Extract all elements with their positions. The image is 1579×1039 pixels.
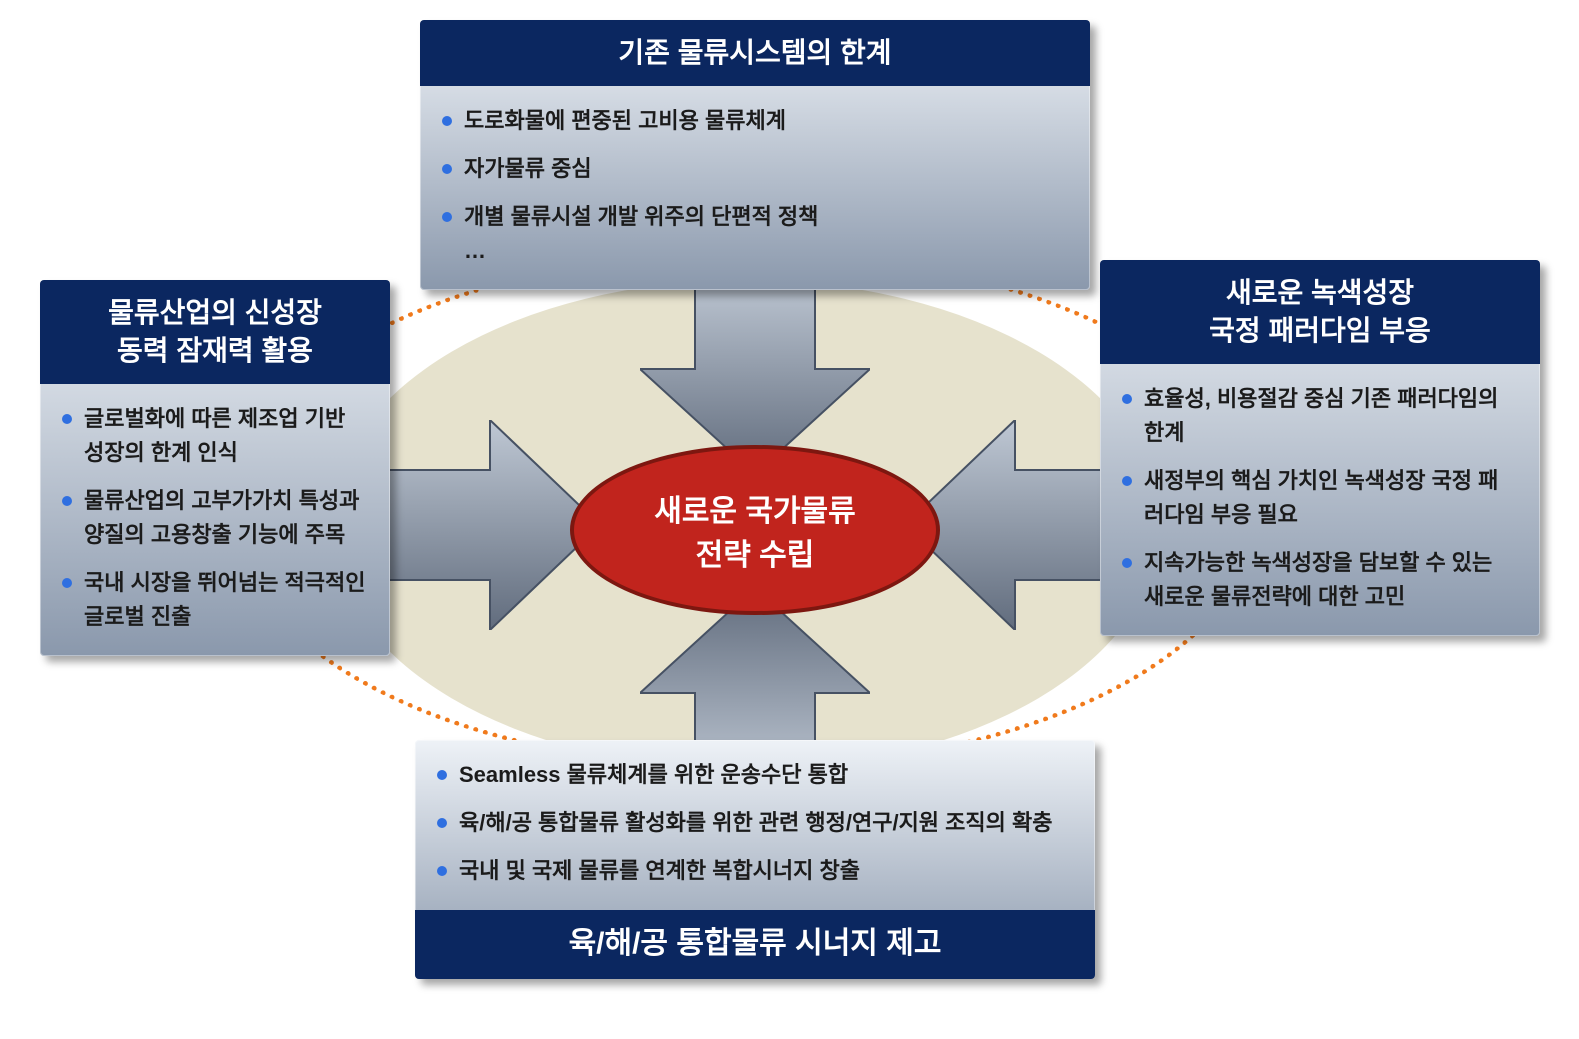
list-item: 물류산업의 고부가가치 특성과 양질의 고용창출 기능에 주목 (62, 484, 368, 552)
bullet-icon (442, 164, 452, 174)
list-item-text: 물류산업의 고부가가치 특성과 양질의 고용창출 기능에 주목 (84, 488, 359, 547)
bullet-icon (437, 866, 447, 876)
center-line1: 새로운 국가물류 (654, 486, 856, 530)
bullet-icon (442, 116, 452, 126)
bullet-icon (437, 770, 447, 780)
list-item: Seamless 물류체계를 위한 운송수단 통합 (437, 758, 1073, 792)
list-item-text: 도로화물에 편중된 고비용 물류체계 (464, 108, 786, 133)
list-item: 새정부의 핵심 가치인 녹색성장 국정 패러다임 부응 필요 (1122, 464, 1518, 532)
bullet-icon (1122, 558, 1132, 568)
list-item-text: 자가물류 중심 (464, 156, 592, 181)
list-item-text: 새정부의 핵심 가치인 녹색성장 국정 패러다임 부응 필요 (1144, 468, 1498, 527)
bullet-icon (62, 496, 72, 506)
list-item-text: 개별 물류시설 개발 위주의 단편적 정책 … (464, 204, 818, 263)
bullet-icon (437, 818, 447, 828)
bullet-icon (442, 212, 452, 222)
list-item: 육/해/공 통합물류 활성화를 위한 관련 행정/연구/지원 조직의 확충 (437, 806, 1073, 840)
box-right: 새로운 녹색성장 국정 패러다임 부응 효율성, 비용절감 중심 기존 패러다임… (1100, 260, 1540, 636)
list-item: 지속가능한 녹색성장을 담보할 수 있는 새로운 물류전략에 대한 고민 (1122, 546, 1518, 614)
bullet-icon (1122, 394, 1132, 404)
list-item: 효율성, 비용절감 중심 기존 패러다임의 한계 (1122, 382, 1518, 450)
arrow-top (640, 274, 870, 474)
list-item: 국내 시장을 뛰어넘는 적극적인 글로벌 진출 (62, 566, 368, 634)
list-item: 국내 및 국제 물류를 연계한 복합시너지 창출 (437, 854, 1073, 888)
list-item-text: 육/해/공 통합물류 활성화를 위한 관련 행정/연구/지원 조직의 확충 (459, 810, 1052, 835)
box-top-body: 도로화물에 편중된 고비용 물류체계자가물류 중심개별 물류시설 개발 위주의 … (420, 86, 1090, 290)
bullet-icon (62, 578, 72, 588)
bullet-icon (62, 414, 72, 424)
arrow-left (380, 420, 600, 630)
list-item: 글로벌화에 따른 제조업 기반 성장의 한계 인식 (62, 402, 368, 470)
box-left-body: 글로벌화에 따른 제조업 기반 성장의 한계 인식물류산업의 고부가가치 특성과… (40, 384, 390, 657)
diagram-stage: 새로운 국가물류 전략 수립 기존 물류시스템의 한계 도로화물에 편중된 고비… (0, 0, 1579, 1039)
list-item: 자가물류 중심 (442, 152, 1068, 186)
list-item-text: 효율성, 비용절감 중심 기존 패러다임의 한계 (1144, 386, 1498, 445)
bullet-icon (1122, 476, 1132, 486)
list-item: 도로화물에 편중된 고비용 물류체계 (442, 104, 1068, 138)
box-bottom-body: Seamless 물류체계를 위한 운송수단 통합육/해/공 통합물류 활성화를… (415, 740, 1095, 910)
box-right-body: 효율성, 비용절감 중심 기존 패러다임의 한계새정부의 핵심 가치인 녹색성장… (1100, 364, 1540, 637)
list-item-text: 지속가능한 녹색성장을 담보할 수 있는 새로운 물류전략에 대한 고민 (1144, 550, 1492, 609)
list-item: 개별 물류시설 개발 위주의 단편적 정책 … (442, 200, 1068, 268)
box-left: 물류산업의 신성장 동력 잠재력 활용 글로벌화에 따른 제조업 기반 성장의 … (40, 280, 390, 656)
box-bottom: Seamless 물류체계를 위한 운송수단 통합육/해/공 통합물류 활성화를… (415, 740, 1095, 979)
box-top-title: 기존 물류시스템의 한계 (420, 20, 1090, 86)
box-top: 기존 물류시스템의 한계 도로화물에 편중된 고비용 물류체계자가물류 중심개별… (420, 20, 1090, 290)
list-item-text: 국내 및 국제 물류를 연계한 복합시너지 창출 (459, 858, 860, 883)
list-item-text: 국내 시장을 뛰어넘는 적극적인 글로벌 진출 (84, 570, 365, 629)
box-right-title: 새로운 녹색성장 국정 패러다임 부응 (1100, 260, 1540, 364)
list-item-text: Seamless 물류체계를 위한 운송수단 통합 (459, 762, 848, 787)
center-line2: 전략 수립 (696, 530, 815, 574)
box-left-title: 물류산업의 신성장 동력 잠재력 활용 (40, 280, 390, 384)
center-pill: 새로운 국가물류 전략 수립 (570, 445, 940, 615)
list-item-text: 글로벌화에 따른 제조업 기반 성장의 한계 인식 (84, 406, 345, 465)
box-bottom-title: 육/해/공 통합물류 시너지 제고 (415, 910, 1095, 979)
